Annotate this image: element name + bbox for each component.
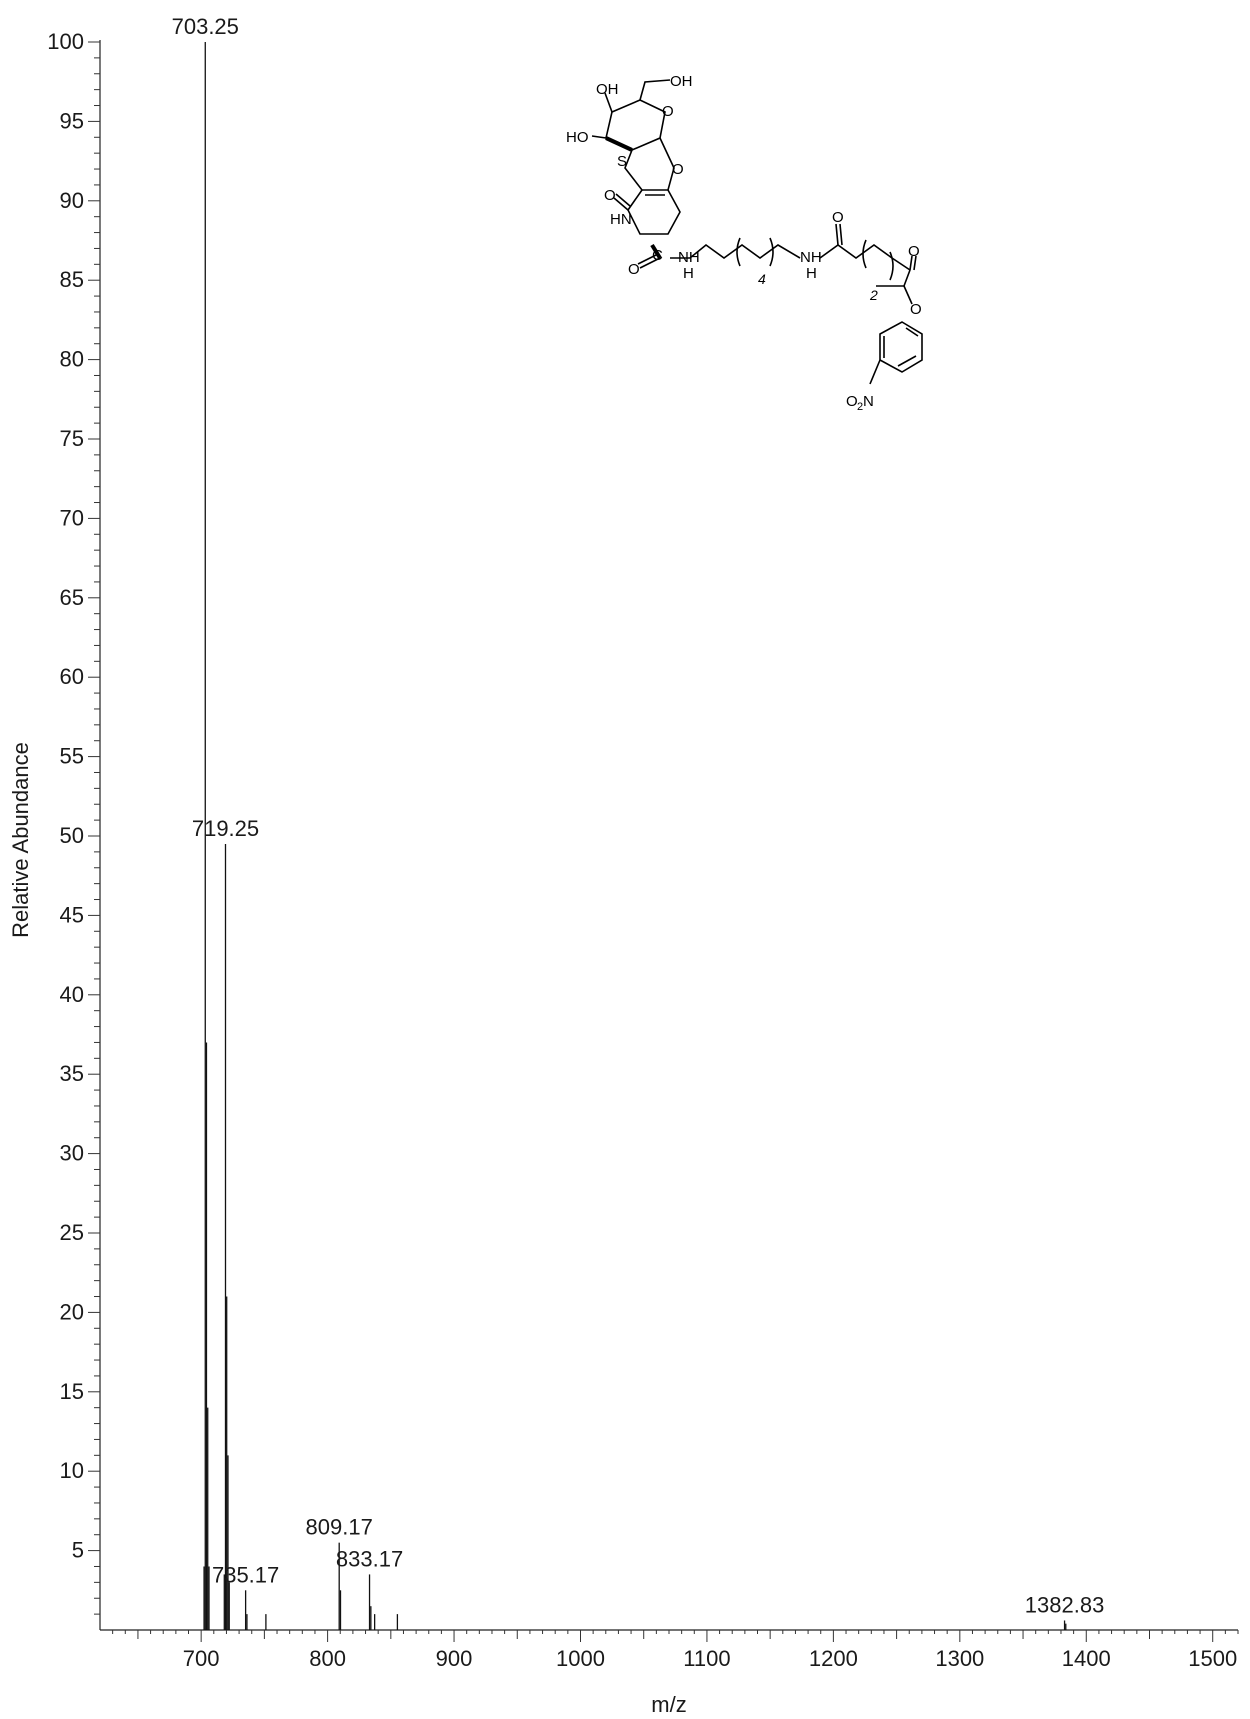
- struct-label-rep2: 2: [869, 287, 878, 303]
- struct-label-rep4: 4: [758, 271, 766, 287]
- chemical-structure: [591, 79, 923, 385]
- y-tick-label: 45: [60, 902, 84, 927]
- struct-label-c: C: [652, 247, 663, 264]
- y-axis-ticks: 5 10 15 20 25 30 35 40 45 50 55 60 65 70 75 80 85 90 95 100: [47, 29, 100, 1615]
- struct-label-o-ester2: O: [910, 301, 922, 318]
- struct-label-o-ester: O: [908, 243, 920, 260]
- x-tick-label: 800: [309, 1646, 346, 1671]
- amide2: [819, 244, 911, 271]
- pyridone-ring: [627, 189, 681, 235]
- struct-label-h1: H: [683, 265, 694, 282]
- thio-ring: [624, 137, 675, 191]
- struct-label-h2: H: [806, 265, 817, 282]
- x-axis-title: m/z: [651, 1692, 686, 1717]
- struct-label-o-ring: O: [662, 103, 674, 120]
- x-tick-label: 1200: [809, 1646, 858, 1671]
- y-tick-label: 30: [60, 1141, 84, 1166]
- struct-label-o2n: O: [846, 393, 858, 410]
- struct-label-ho: HO: [566, 129, 589, 146]
- ring-bond-ho: [591, 135, 607, 139]
- y-tick-label: 55: [60, 744, 84, 769]
- x-tick-label: 1500: [1188, 1646, 1237, 1671]
- y-tick-label: 90: [60, 188, 84, 213]
- y-tick-label: 70: [60, 505, 84, 530]
- struct-label-o-amide: O: [628, 261, 640, 278]
- struct-label-s: S: [617, 153, 627, 170]
- struct-label-o2n-sub: 2: [857, 401, 863, 413]
- y-tick-label: 25: [60, 1220, 84, 1245]
- ester-o: [903, 285, 913, 305]
- y-tick-label: 5: [72, 1538, 84, 1563]
- y-tick-label: 20: [60, 1299, 84, 1324]
- x-axis-ticks: 700 800 900 1000 1100 1200 1300 1400 1500: [112, 1630, 1239, 1671]
- peak-label: 703.25: [172, 14, 239, 39]
- struct-label-o2n-n: N: [863, 393, 874, 410]
- peak-label: 809.17: [306, 1515, 373, 1540]
- y-tick-label: 10: [60, 1458, 84, 1483]
- x-tick-label: 1400: [1062, 1646, 1111, 1671]
- amide2-co: [835, 223, 843, 246]
- x-tick-label: 900: [436, 1646, 473, 1671]
- amide-bond: [650, 243, 662, 260]
- y-tick-label: 50: [60, 823, 84, 848]
- y-tick-label: 80: [60, 347, 84, 372]
- struct-label-nh2: NH: [800, 249, 822, 266]
- peak-labels: 703.25 719.25 735.17 809.17 833.17 1382.83: [172, 14, 1105, 1617]
- y-tick-label: 100: [47, 29, 84, 54]
- y-tick-label: 15: [60, 1379, 84, 1404]
- linker-chain: [670, 243, 801, 259]
- repeat-brackets: [736, 237, 774, 267]
- wedge-bonds: [605, 136, 633, 152]
- peak-label: 833.17: [336, 1546, 403, 1571]
- repeat-brackets-2: [862, 239, 894, 281]
- x-tick-label: 1000: [556, 1646, 605, 1671]
- phenyl: [879, 321, 923, 373]
- struct-label-o-carbonyl1: O: [604, 187, 616, 204]
- y-axis-title: Relative Abundance: [8, 742, 33, 938]
- x-tick-label: 700: [183, 1646, 220, 1671]
- chemical-structure-labels: OH OH HO O S O O HN O C NH H 4 NH H O 2 …: [566, 73, 922, 413]
- peak-label: 719.25: [192, 816, 259, 841]
- struct-label-o-amide2: O: [832, 209, 844, 226]
- ring-bond-oh-top: [604, 92, 613, 113]
- ring-bond-ch2: [639, 79, 671, 101]
- y-tick-label: 75: [60, 426, 84, 451]
- peaks: [203, 42, 1067, 1630]
- nitro-bond: [869, 359, 881, 385]
- y-tick-label: 60: [60, 664, 84, 689]
- peak-label: 735.17: [212, 1562, 279, 1587]
- y-tick-label: 40: [60, 982, 84, 1007]
- x-tick-label: 1300: [935, 1646, 984, 1671]
- struct-label-hn: HN: [610, 211, 632, 228]
- struct-label-oh2: OH: [670, 73, 693, 90]
- y-tick-label: 65: [60, 585, 84, 610]
- phenyl-inner: [883, 327, 919, 367]
- y-tick-label: 85: [60, 267, 84, 292]
- struct-label-o-ring2: O: [672, 161, 684, 178]
- x-tick-label: 1100: [683, 1646, 730, 1671]
- peak-label: 1382.83: [1025, 1592, 1105, 1617]
- axes: [99, 40, 1238, 1631]
- struct-label-nh1: NH: [678, 249, 700, 266]
- amide-co: [637, 253, 661, 269]
- y-tick-label: 35: [60, 1061, 84, 1086]
- y-tick-label: 95: [60, 108, 84, 133]
- struct-label-oh1: OH: [596, 81, 619, 98]
- carbonyl1: [613, 193, 631, 211]
